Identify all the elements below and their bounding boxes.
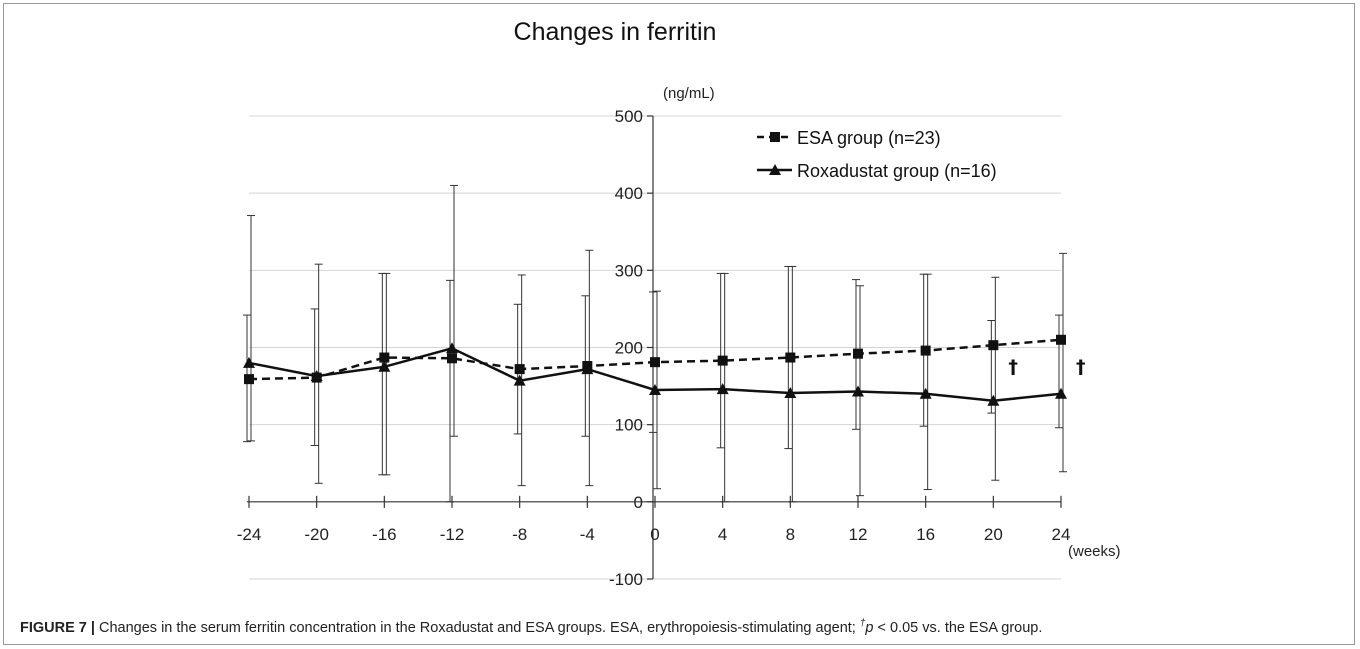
- roxadustat-data-point: [513, 374, 526, 386]
- caption-text-2: < 0.05 vs. the ESA group.: [873, 620, 1043, 636]
- caption-dagger: †: [859, 618, 866, 629]
- esa-data-point: [447, 353, 457, 364]
- roxadustat-data-point: [987, 394, 1000, 406]
- legend-roxadustat-marker: [769, 164, 781, 175]
- esa-data-point: [514, 364, 525, 375]
- roxadustat-data-point: [243, 356, 255, 368]
- caption-text-1: Changes in the serum ferritin concentrat…: [94, 620, 860, 636]
- legend-esa-marker: [770, 132, 780, 142]
- roxadustat-data-point: [852, 385, 864, 397]
- x-tick-label: -16: [372, 525, 397, 544]
- esa-data-point: [988, 340, 999, 351]
- y-tick-label: 300: [615, 261, 643, 280]
- x-tick-label: -4: [580, 525, 595, 544]
- x-tick-label: 4: [718, 525, 727, 544]
- y-tick-label: 400: [615, 184, 643, 203]
- roxadustat-data-point: [310, 370, 323, 382]
- esa-data-point: [379, 352, 390, 363]
- roxadustat-data-point: [784, 387, 797, 399]
- legend-roxadustat-label: Roxadustat group (n=16): [797, 161, 997, 181]
- y-tick-label: 500: [615, 107, 643, 126]
- significance-dagger: †: [1008, 356, 1018, 378]
- x-tick-label: 20: [984, 525, 1003, 544]
- y-tick-label: 100: [615, 416, 643, 435]
- roxadustat-data-point: [446, 342, 458, 354]
- roxadustat-data-point: [581, 363, 594, 375]
- roxadustat-data-point: [1055, 387, 1067, 399]
- chart-title: Changes in ferritin: [513, 18, 717, 46]
- y-tick-label: 200: [615, 339, 643, 358]
- x-tick-label: -20: [304, 525, 329, 544]
- y-axis-label: (ng/mL): [663, 85, 715, 102]
- y-tick-label: -100: [609, 570, 643, 589]
- roxadustat-data-point: [378, 360, 391, 372]
- esa-data-point: [1056, 334, 1066, 345]
- figure-caption: FIGURE 7 | Changes in the serum ferritin…: [20, 618, 1043, 636]
- x-tick-label: 16: [916, 525, 935, 544]
- figure-frame: [3, 3, 1355, 645]
- esa-data-point: [650, 357, 660, 368]
- esa-data-point: [785, 352, 796, 363]
- esa-data-point: [853, 348, 863, 359]
- esa-data-point: [920, 345, 931, 356]
- x-tick-label: 8: [786, 525, 795, 544]
- x-tick-label: -12: [440, 525, 465, 544]
- caption-p: p: [865, 620, 874, 636]
- caption-label: FIGURE 7 |: [20, 620, 95, 636]
- legend-esa-label: ESA group (n=23): [797, 128, 941, 148]
- esa-data-point: [717, 355, 728, 366]
- x-tick-label: -24: [237, 525, 262, 544]
- roxadustat-data-point: [649, 383, 661, 395]
- roxadustat-data-point: [716, 383, 729, 395]
- x-tick-label: 12: [849, 525, 868, 544]
- esa-data-point: [244, 374, 254, 385]
- roxadustat-data-point: [919, 387, 932, 399]
- x-tick-label: 24: [1052, 525, 1071, 544]
- significance-dagger: †: [1076, 356, 1086, 378]
- x-axis-label: (weeks): [1068, 543, 1121, 560]
- x-tick-label: 0: [650, 525, 659, 544]
- x-tick-label: -8: [512, 525, 527, 544]
